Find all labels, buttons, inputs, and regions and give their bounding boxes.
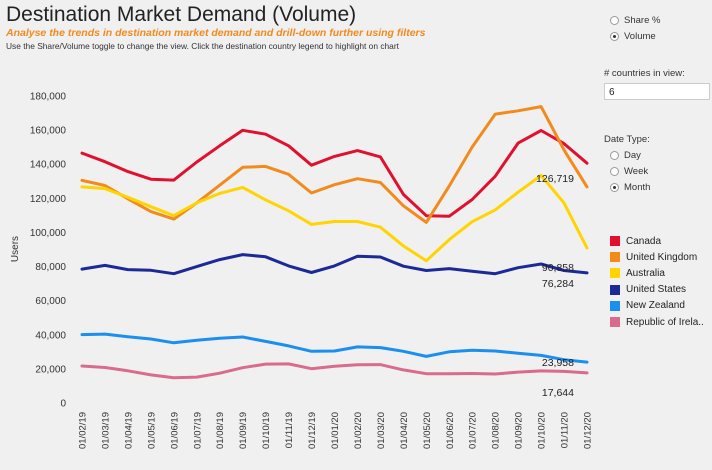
legend-swatch	[610, 284, 620, 295]
legend: Canada United Kingdom Australia United S…	[610, 233, 704, 330]
view-toggle: Share % Volume	[610, 12, 660, 44]
date-type-week-label: Week	[624, 165, 649, 177]
legend-swatch	[610, 252, 620, 263]
x-tick-label: 01/08/20	[491, 412, 502, 449]
x-tick-label: 01/07/19	[192, 412, 203, 449]
legend-swatch	[610, 268, 620, 279]
legend-swatch	[610, 317, 620, 328]
page-title: Destination Market Demand (Volume)	[6, 3, 357, 26]
legend-swatch	[610, 236, 620, 247]
usage-hint: Use the Share/Volume toggle to change th…	[6, 41, 399, 51]
legend-label: Canada	[626, 235, 662, 247]
y-tick-label: 120,000	[30, 194, 67, 205]
toggle-share-label: Share %	[624, 14, 661, 26]
y-tick-label: 40,000	[35, 330, 66, 341]
countries-label: # countries in view:	[604, 68, 685, 79]
date-type-filter: Date Type: Day Week Month	[604, 134, 650, 195]
x-tick-label: 01/11/19	[284, 412, 295, 448]
x-tick-label: 01/08/19	[215, 412, 226, 449]
x-tick-label: 01/07/20	[468, 412, 479, 449]
series-line-united-kingdom	[80, 105, 589, 224]
legend-item-republic-of-ireland[interactable]: Republic of Irela..	[610, 314, 704, 330]
x-tick-label: 01/01/20	[330, 412, 341, 449]
countries-input[interactable]: 6	[604, 83, 710, 100]
toggle-share[interactable]: Share %	[610, 12, 660, 28]
countries-filter: # countries in view: 6	[604, 68, 710, 100]
page-subtitle: Analyse the trends in destination market…	[6, 27, 426, 39]
x-tick-label: 01/02/19	[78, 412, 89, 449]
x-tick-label: 01/12/19	[307, 412, 318, 449]
y-tick-label: 140,000	[30, 160, 67, 171]
y-tick-label: 160,000	[30, 126, 67, 137]
series-line-new-zealand	[80, 332, 589, 364]
x-tick-label: 01/02/20	[353, 412, 364, 449]
y-tick-label: 180,000	[30, 92, 67, 103]
toggle-volume[interactable]: Volume	[610, 28, 660, 44]
date-type-week[interactable]: Week	[610, 163, 650, 179]
x-tick-label: 01/06/20	[445, 412, 456, 449]
date-type-month-label: Month	[624, 181, 651, 193]
date-type-label: Date Type:	[604, 134, 650, 145]
end-value-label: 90,858	[542, 262, 574, 274]
x-tick-label: 01/03/20	[376, 412, 387, 449]
x-tick-label: 01/04/20	[399, 412, 410, 449]
legend-item-new-zealand[interactable]: New Zealand	[610, 298, 704, 314]
y-tick-label: 80,000	[35, 262, 66, 273]
legend-swatch	[610, 300, 620, 311]
x-tick-label: 01/05/19	[146, 412, 157, 449]
y-tick-label: 0	[60, 399, 66, 410]
radio-volume[interactable]	[610, 31, 619, 41]
y-tick-label: 20,000	[35, 364, 66, 375]
legend-label: New Zealand	[626, 300, 685, 312]
series-line-australia	[80, 174, 589, 263]
x-tick-label: 01/04/19	[123, 412, 134, 449]
x-tick-label: 01/10/19	[261, 412, 272, 449]
radio-week[interactable]	[610, 166, 619, 176]
legend-item-canada[interactable]: Canada	[610, 233, 704, 249]
y-axis-title: Users	[10, 236, 21, 262]
date-type-month[interactable]: Month	[610, 179, 650, 195]
end-value-label: 17,644	[542, 387, 574, 399]
toggle-volume-label: Volume	[624, 30, 656, 42]
date-type-day-label: Day	[624, 149, 641, 161]
end-value-label: 76,284	[542, 278, 574, 290]
legend-item-united-states[interactable]: United States	[610, 282, 704, 298]
y-tick-label: 100,000	[30, 228, 67, 239]
legend-label: Republic of Irela..	[626, 316, 704, 328]
x-tick-label: 01/09/20	[514, 412, 525, 449]
legend-label: United States	[626, 284, 687, 296]
series-line-republic-of-irela	[80, 362, 589, 380]
radio-share[interactable]	[610, 15, 619, 25]
x-tick-label: 01/11/20	[560, 412, 571, 448]
x-tick-label: 01/09/19	[238, 412, 249, 449]
x-tick-label: 01/06/19	[169, 412, 180, 449]
x-tick-label: 01/12/20	[583, 412, 594, 449]
radio-month[interactable]	[610, 182, 619, 192]
series-line-canada	[80, 128, 589, 218]
legend-item-united-kingdom[interactable]: United Kingdom	[610, 249, 704, 265]
series-line-united-states	[80, 253, 589, 276]
legend-label: United Kingdom	[626, 251, 698, 263]
x-tick-label: 01/05/20	[422, 412, 433, 449]
end-value-label: 23,958	[542, 357, 574, 369]
legend-label: Australia	[626, 267, 665, 279]
legend-item-australia[interactable]: Australia	[610, 265, 704, 281]
date-type-day[interactable]: Day	[610, 147, 650, 163]
end-value-label: 126,719	[536, 173, 574, 185]
x-tick-label: 01/10/20	[537, 412, 548, 449]
x-tick-label: 01/03/19	[100, 412, 111, 449]
y-tick-label: 60,000	[35, 296, 66, 307]
radio-day[interactable]	[610, 150, 619, 160]
